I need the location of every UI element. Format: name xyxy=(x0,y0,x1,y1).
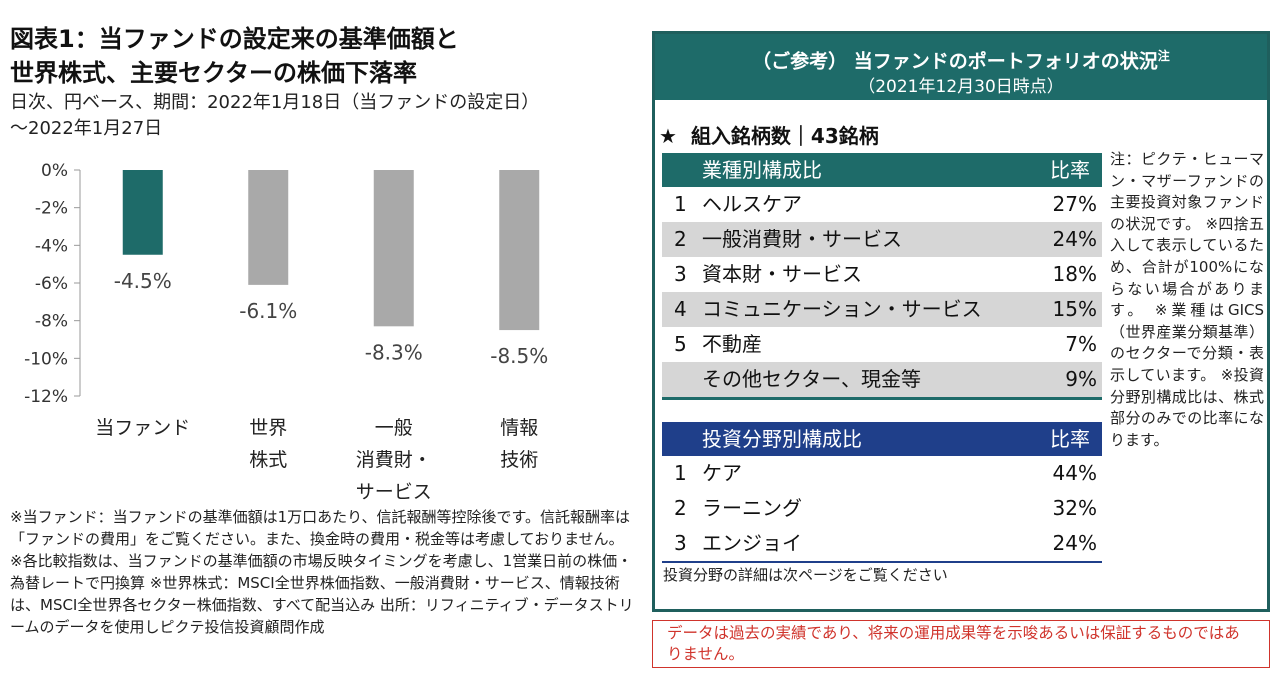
category-label: 技術 xyxy=(500,449,538,471)
bar xyxy=(373,170,414,327)
bar xyxy=(499,170,540,331)
row-number: 1 xyxy=(674,192,687,216)
row-number: 4 xyxy=(674,297,687,321)
row-number: 5 xyxy=(674,332,687,356)
panel-header-date: （2021年12月30日時点） xyxy=(858,77,1064,98)
row-pct: 7% xyxy=(1065,332,1097,356)
row-number: 3 xyxy=(674,531,687,555)
chart-subtitle-line2: ～2022年1月27日 xyxy=(10,118,163,139)
category-label: 一般 xyxy=(375,417,413,439)
table-row: 3 資本財・サービス 18% xyxy=(662,257,1102,292)
table-row: 5 不動産 7% xyxy=(662,327,1102,362)
sector-table-header: 業種別構成比 比率 xyxy=(662,153,1102,187)
y-tick-label: -2% xyxy=(35,199,68,219)
row-number: 2 xyxy=(674,227,687,251)
row-name: 資本財・サービス xyxy=(702,262,862,286)
bar xyxy=(248,170,289,285)
row-name: エンジョイ xyxy=(702,531,802,555)
category-label: サービス xyxy=(356,481,432,502)
table-row: 4 コミュニケーション・サービス 15% xyxy=(662,292,1102,327)
table-bottom-rule xyxy=(662,561,1102,563)
disclaimer-box: データは過去の実績であり、将来の運用成果等を示唆あるいは保証するものではありませ… xyxy=(652,620,1270,668)
panel-header-note-mark: 注 xyxy=(1157,49,1170,63)
bar-value-label: -4.5% xyxy=(114,269,172,293)
row-pct: 18% xyxy=(1052,262,1097,286)
row-name: 一般消費財・サービス xyxy=(702,227,902,251)
category-label: 株式 xyxy=(249,449,287,471)
row-number: 2 xyxy=(674,496,687,520)
row-number: 1 xyxy=(674,461,687,485)
row-pct: 9% xyxy=(1065,367,1097,391)
row-pct: 24% xyxy=(1052,227,1097,251)
category-label: 情報 xyxy=(500,417,538,439)
table-row: 2 一般消費財・サービス 24% xyxy=(662,222,1102,257)
investment-note: 投資分野の詳細は次ページをご覧ください xyxy=(663,566,948,584)
row-name: ラーニング xyxy=(702,496,802,520)
bar-chart: 0% -2% -4% -6% -8% -10% -12% -4.5% 当ファンド -6.1% 世界株… xyxy=(24,161,548,502)
sector-header-pct: 比率 xyxy=(1050,158,1090,182)
category-label: 消費財・ xyxy=(356,449,432,471)
investment-table: 投資分野別構成比 比率 1 ケア 44% 2 ラーニング 32% 3 エンジョイ… xyxy=(662,422,1102,563)
y-tick-label: -8% xyxy=(35,312,68,332)
side-note: 注：ピクテ・ヒューマン・マザーファンドの主要投資対象ファンドの状況です。 ※四捨… xyxy=(1110,150,1264,449)
row-name: 不動産 xyxy=(702,332,762,356)
row-number: 3 xyxy=(674,262,687,286)
row-pct: 27% xyxy=(1052,192,1097,216)
chart-subtitle: 日次、円ベース、期間：2022年1月18日（当ファンドの設定日） ～2022年1… xyxy=(10,90,645,142)
bar xyxy=(122,170,163,255)
y-tick-label: -10% xyxy=(24,349,68,369)
table-row: その他セクター、現金等 9% xyxy=(662,362,1102,397)
row-pct: 24% xyxy=(1052,531,1097,555)
panel-header-title: （ご参考） 当ファンドのポートフォリオの状況 xyxy=(752,50,1158,73)
category-label: 当ファンド xyxy=(95,417,190,439)
sector-header-name: 業種別構成比 xyxy=(702,158,822,182)
chart-title-line1: 図表1：当ファンドの設定来の基準価額と xyxy=(10,25,459,53)
chart-title: 図表1：当ファンドの設定来の基準価額と 世界株式、主要セクターの株価下落率 xyxy=(10,22,630,90)
sector-table: 業種別構成比 比率 1 ヘルスケア 27% 2 一般消費財・サービス 24% 3… xyxy=(662,153,1102,400)
table-row: 1 ケア 44% xyxy=(662,456,1102,491)
chart-footnote: ※当ファンド：当ファンドの基準価額は1万口あたり、信託報酬等控除後です。信託報酬… xyxy=(10,508,634,636)
y-tick-label: -4% xyxy=(35,236,68,256)
holdings-text: 組入銘柄数｜43銘柄 xyxy=(690,124,879,148)
row-name: その他セクター、現金等 xyxy=(702,367,921,391)
table-row: 3 エンジョイ 24% xyxy=(662,526,1102,561)
holdings-count: ★ 組入銘柄数｜43銘柄 xyxy=(659,120,879,149)
category-label: 世界 xyxy=(249,417,287,439)
panel-header: （ご参考） 当ファンドのポートフォリオの状況注 （2021年12月30日時点） xyxy=(655,34,1267,100)
table-row: 2 ラーニング 32% xyxy=(662,491,1102,526)
bar-value-label: -8.3% xyxy=(365,340,423,364)
y-tick-label: -6% xyxy=(35,274,68,294)
investment-table-header: 投資分野別構成比 比率 xyxy=(662,422,1102,456)
row-name: ケア xyxy=(702,461,742,485)
y-tick-label: -12% xyxy=(24,387,68,407)
chart-subtitle-line1: 日次、円ベース、期間：2022年1月18日（当ファンドの設定日） xyxy=(10,92,540,113)
table-bottom-rule xyxy=(662,397,1102,400)
investment-header-pct: 比率 xyxy=(1050,427,1090,451)
portfolio-panel: （ご参考） 当ファンドのポートフォリオの状況注 （2021年12月30日時点） … xyxy=(652,31,1270,612)
row-pct: 44% xyxy=(1052,461,1097,485)
row-name: コミュニケーション・サービス xyxy=(702,297,982,321)
table-row: 1 ヘルスケア 27% xyxy=(662,187,1102,222)
row-pct: 15% xyxy=(1052,297,1097,321)
star-icon: ★ xyxy=(659,124,677,148)
row-pct: 32% xyxy=(1052,496,1097,520)
bar-value-label: -8.5% xyxy=(490,344,548,368)
bar-value-label: -6.1% xyxy=(239,299,297,323)
y-tick-label: 0% xyxy=(41,161,68,181)
chart-title-line2: 世界株式、主要セクターの株価下落率 xyxy=(10,59,418,87)
row-name: ヘルスケア xyxy=(702,192,802,216)
investment-header-name: 投資分野別構成比 xyxy=(702,427,862,451)
